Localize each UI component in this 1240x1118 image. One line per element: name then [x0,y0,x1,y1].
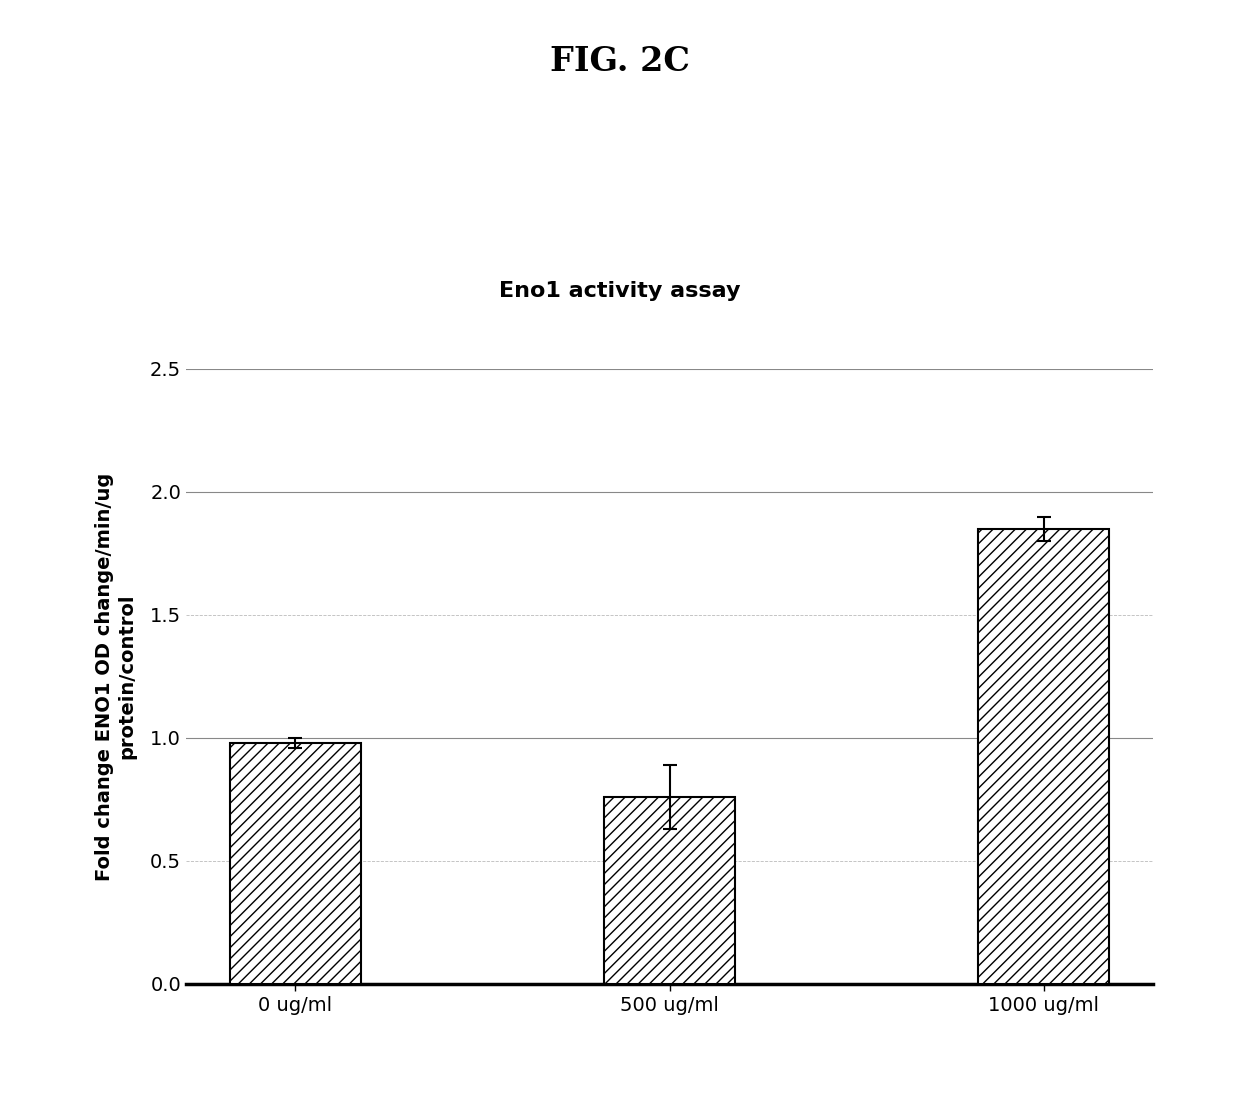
Bar [978,529,1110,984]
Text: Eno1 activity assay: Eno1 activity assay [500,281,740,301]
Bar [229,742,361,984]
Bar [604,797,735,984]
Y-axis label: Fold change ENO1 OD change/min/ug
protein/control: Fold change ENO1 OD change/min/ug protei… [95,472,136,881]
Text: FIG. 2C: FIG. 2C [551,45,689,78]
